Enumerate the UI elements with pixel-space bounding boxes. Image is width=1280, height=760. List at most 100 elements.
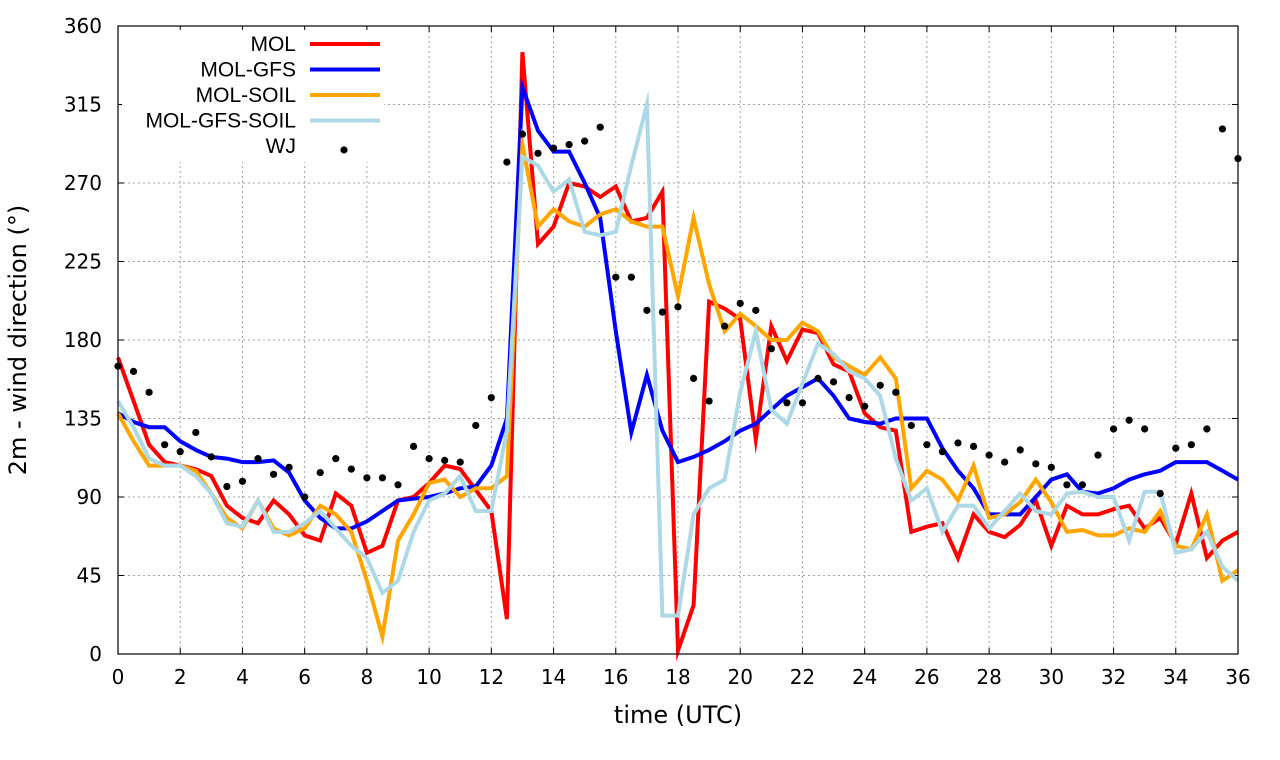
y-axis-title: 2m - wind direction (°) bbox=[4, 205, 32, 475]
x-tick-label: 32 bbox=[1101, 665, 1126, 689]
x-tick-label: 2 bbox=[174, 665, 187, 689]
wj-point bbox=[518, 130, 527, 138]
wj-point bbox=[814, 374, 822, 382]
wj-point bbox=[487, 393, 495, 402]
wj-point bbox=[316, 468, 324, 477]
x-tick-label: 20 bbox=[727, 665, 752, 689]
x-tick-label: 4 bbox=[236, 665, 249, 689]
wj-point bbox=[705, 397, 713, 405]
series-line-mol-soil bbox=[116, 127, 1240, 646]
wj-point bbox=[767, 345, 775, 353]
y-tick-labels: 0 45 90 135 180 225 270 315 360 bbox=[64, 14, 102, 666]
wj-point bbox=[1032, 460, 1040, 468]
x-tick-label: 26 bbox=[914, 665, 939, 689]
wj-point bbox=[1187, 441, 1195, 449]
x-tick-label: 16 bbox=[603, 665, 628, 689]
wj-point bbox=[285, 463, 293, 471]
wj-point bbox=[689, 374, 698, 382]
wj-point bbox=[223, 482, 231, 491]
wj-point bbox=[1172, 444, 1180, 452]
y-tick-label: 45 bbox=[77, 564, 102, 588]
wj-point bbox=[378, 474, 387, 482]
legend-label-mol-gfs-soil: MOL-GFS-SOIL bbox=[145, 110, 296, 133]
x-tick-label: 0 bbox=[112, 665, 125, 689]
x-tick-label: 14 bbox=[541, 665, 566, 689]
wj-point bbox=[861, 402, 869, 410]
wj-point bbox=[534, 149, 542, 157]
wj-point bbox=[472, 421, 480, 430]
y-tick-label: 225 bbox=[64, 250, 102, 274]
y-tick-label: 135 bbox=[64, 407, 102, 431]
x-axis-title: time (UTC) bbox=[614, 701, 742, 729]
wj-point bbox=[721, 322, 729, 330]
wj-point bbox=[783, 399, 791, 407]
wj-point bbox=[1094, 451, 1102, 459]
wj-point bbox=[238, 477, 247, 485]
wj-point bbox=[845, 393, 853, 402]
wj-point bbox=[192, 428, 200, 437]
wj-point bbox=[301, 493, 309, 501]
wj-point bbox=[394, 481, 402, 489]
plot-frame bbox=[117, 25, 1239, 655]
x-tick-label: 34 bbox=[1163, 665, 1188, 689]
series-line-mol bbox=[116, 52, 1239, 662]
wj-point bbox=[129, 367, 138, 375]
legend-label-mol-soil: MOL-SOIL bbox=[196, 84, 296, 107]
y-tick-label: 180 bbox=[64, 328, 102, 352]
legend-label-wj: WJ bbox=[266, 135, 296, 158]
wj-point bbox=[176, 448, 184, 456]
x-tick-label: 10 bbox=[416, 665, 441, 689]
y-tick-label: 90 bbox=[77, 485, 102, 509]
y-tick-label: 315 bbox=[64, 93, 102, 117]
wj-point bbox=[549, 144, 558, 152]
wj-point bbox=[581, 137, 589, 145]
x-tick-label: 6 bbox=[298, 665, 311, 689]
wj-point bbox=[923, 441, 931, 449]
wj-point bbox=[658, 308, 667, 316]
wj-point bbox=[269, 470, 278, 478]
wj-point bbox=[1109, 425, 1118, 433]
legend-swatch-wj bbox=[340, 146, 348, 154]
x-tick-label: 22 bbox=[790, 665, 815, 689]
x-tick-label: 28 bbox=[976, 665, 1001, 689]
x-tick-label: 18 bbox=[665, 665, 690, 689]
wj-point bbox=[1047, 463, 1055, 471]
wj-point bbox=[1141, 425, 1149, 433]
series-line-mol-gfs-soil bbox=[116, 90, 1240, 618]
wj-point bbox=[145, 388, 153, 396]
wj-point bbox=[674, 303, 682, 311]
wj-point bbox=[985, 451, 993, 459]
wj-point bbox=[627, 273, 635, 281]
wj-point bbox=[1203, 425, 1211, 433]
x-tick-label: 8 bbox=[361, 665, 374, 689]
x-tick-label: 30 bbox=[1039, 665, 1064, 689]
wj-point bbox=[798, 399, 807, 407]
wj-point bbox=[892, 388, 900, 396]
wj-point bbox=[456, 458, 464, 466]
x-tick-label: 12 bbox=[479, 665, 504, 689]
wj-point bbox=[1016, 446, 1024, 454]
wj-point bbox=[752, 306, 760, 314]
y-tick-label: 0 bbox=[89, 642, 102, 666]
wj-point bbox=[829, 378, 838, 386]
wj-point bbox=[612, 273, 620, 281]
y-tick-label: 270 bbox=[64, 171, 102, 195]
x-tick-label: 24 bbox=[852, 665, 877, 689]
wj-point bbox=[363, 474, 371, 482]
wj-point bbox=[503, 158, 511, 166]
wj-point bbox=[332, 455, 340, 463]
wj-point bbox=[1063, 481, 1071, 489]
wj-point bbox=[876, 381, 884, 389]
wj-point bbox=[254, 455, 262, 463]
wj-point bbox=[1218, 125, 1227, 133]
wj-point bbox=[1125, 416, 1133, 424]
wj-point bbox=[907, 421, 915, 430]
legend-label-mol: MOL bbox=[250, 33, 296, 56]
legend-label-mol-gfs: MOL-GFS bbox=[200, 59, 296, 82]
wj-point bbox=[565, 141, 573, 149]
wj-point bbox=[736, 299, 744, 307]
y-tick-label: 360 bbox=[64, 14, 102, 38]
wj-point bbox=[207, 453, 215, 461]
